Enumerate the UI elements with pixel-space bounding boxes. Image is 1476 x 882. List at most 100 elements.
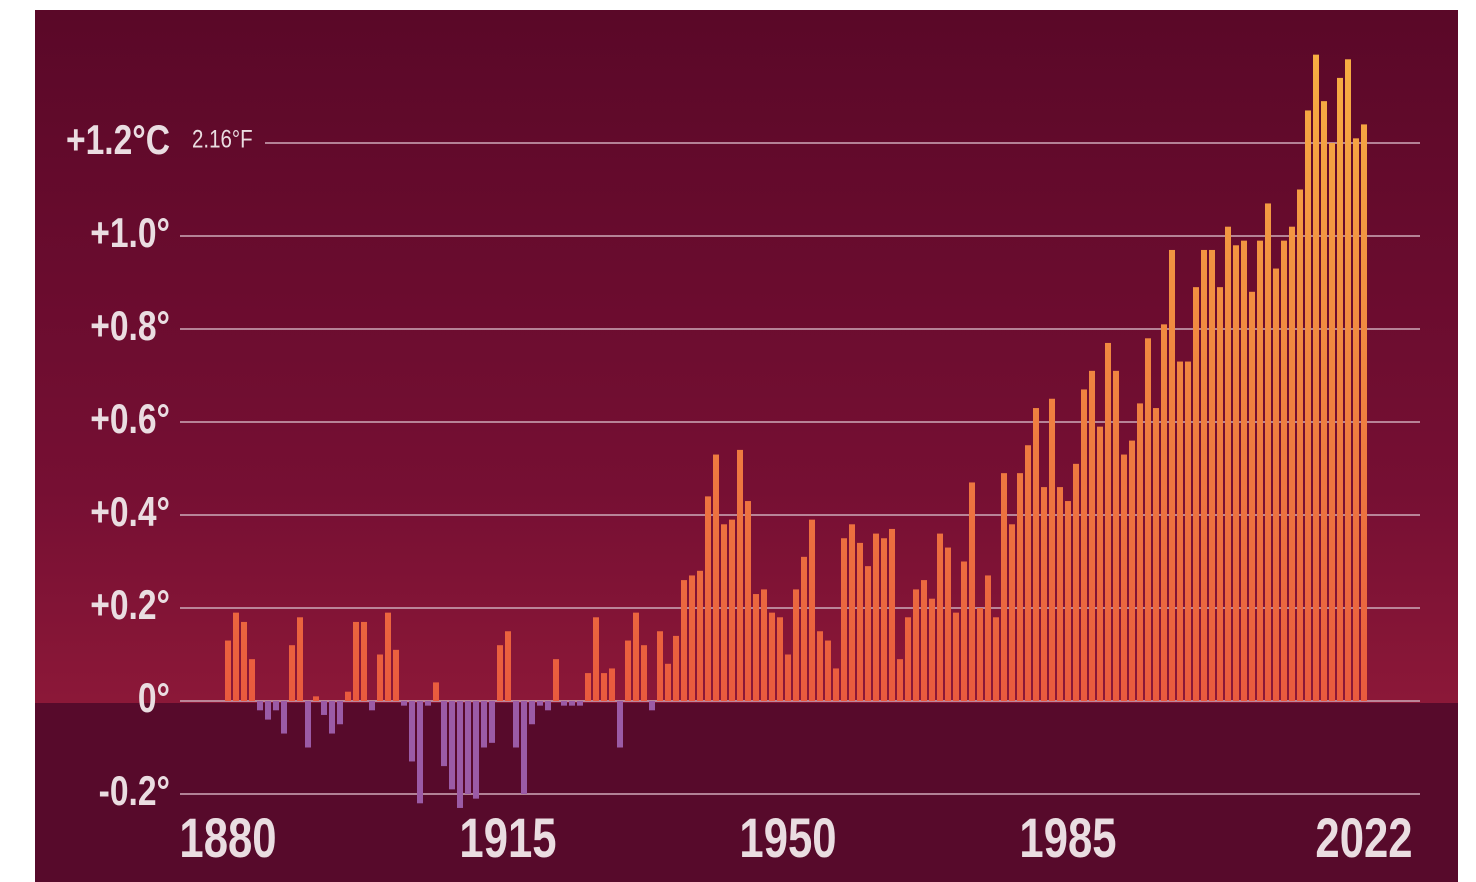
bar (681, 580, 687, 701)
bar (1009, 524, 1015, 701)
y-tick-label: -0.2° (99, 769, 170, 815)
bar (225, 640, 231, 701)
bar (489, 701, 495, 743)
bar (1081, 389, 1087, 701)
bar (1353, 138, 1359, 702)
bar (1201, 249, 1207, 701)
bar (321, 701, 327, 715)
bar (1345, 59, 1351, 702)
bar (1137, 403, 1143, 701)
bar (401, 701, 407, 706)
bar (625, 640, 631, 701)
bar (953, 612, 959, 701)
bar (689, 575, 695, 701)
bar (409, 701, 415, 762)
bar (745, 501, 751, 701)
bar (497, 645, 503, 701)
bar (729, 519, 735, 701)
bar (641, 645, 647, 701)
bar (1305, 110, 1311, 701)
bar (737, 449, 743, 701)
bar (601, 673, 607, 701)
bar (801, 556, 807, 701)
bar (1217, 287, 1223, 701)
bar (465, 701, 471, 794)
bar (857, 542, 863, 701)
bar (345, 691, 351, 701)
bar (817, 631, 823, 701)
x-tick-label: 1880 (179, 807, 276, 869)
bar (777, 617, 783, 701)
bar (1281, 240, 1287, 701)
bar (1265, 203, 1271, 701)
bar (1105, 342, 1111, 701)
bar (1129, 440, 1135, 701)
bar (441, 701, 447, 767)
bar (825, 640, 831, 701)
bar (1233, 245, 1239, 702)
bar (273, 701, 279, 711)
bar (969, 482, 975, 701)
bar (1041, 487, 1047, 701)
bar (457, 701, 463, 808)
bar (841, 538, 847, 701)
bar (873, 533, 879, 701)
bar (609, 668, 615, 701)
bar (521, 701, 527, 794)
bar (529, 701, 535, 725)
bar (1209, 249, 1215, 701)
bar (1169, 249, 1175, 701)
x-tick-label: 1915 (459, 807, 556, 869)
bar (889, 528, 895, 701)
bar (1321, 101, 1327, 701)
bar (1313, 54, 1319, 701)
bar (553, 659, 559, 701)
bar (505, 631, 511, 701)
bar (337, 701, 343, 725)
bar (1273, 268, 1279, 701)
bar (1297, 189, 1303, 701)
bar (329, 701, 335, 734)
bar (353, 621, 359, 701)
bar (585, 673, 591, 701)
y-tick-label: +0.8° (90, 304, 170, 350)
bar (545, 701, 551, 711)
bar (705, 496, 711, 701)
y-tick-label: +1.2°C (66, 118, 170, 164)
bar (769, 612, 775, 701)
bar (833, 668, 839, 701)
bar (1033, 408, 1039, 701)
bar (697, 570, 703, 701)
bar (961, 561, 967, 701)
bar (1161, 324, 1167, 701)
bar (1121, 454, 1127, 701)
bar (753, 594, 759, 701)
bar (593, 617, 599, 701)
bar (313, 696, 319, 701)
bar (1017, 473, 1023, 701)
bar (913, 589, 919, 701)
bar (1177, 361, 1183, 701)
y-tick-label: +0.2° (90, 583, 170, 629)
bar (289, 645, 295, 701)
below-zero-band (35, 703, 1458, 882)
bar (1089, 370, 1095, 701)
bar (1097, 426, 1103, 701)
bar (649, 701, 655, 711)
bar (993, 617, 999, 701)
bar (561, 701, 567, 706)
bar (385, 612, 391, 701)
bar (281, 701, 287, 734)
y-tick-label: +0.4° (90, 490, 170, 536)
bar (721, 524, 727, 701)
x-tick-label: 1950 (739, 807, 836, 869)
bar (1337, 77, 1343, 701)
bar (249, 659, 255, 701)
bar (1329, 143, 1335, 701)
bar (945, 547, 951, 701)
bar (1025, 445, 1031, 701)
bar (1057, 487, 1063, 701)
bar (849, 524, 855, 701)
bar (881, 538, 887, 701)
